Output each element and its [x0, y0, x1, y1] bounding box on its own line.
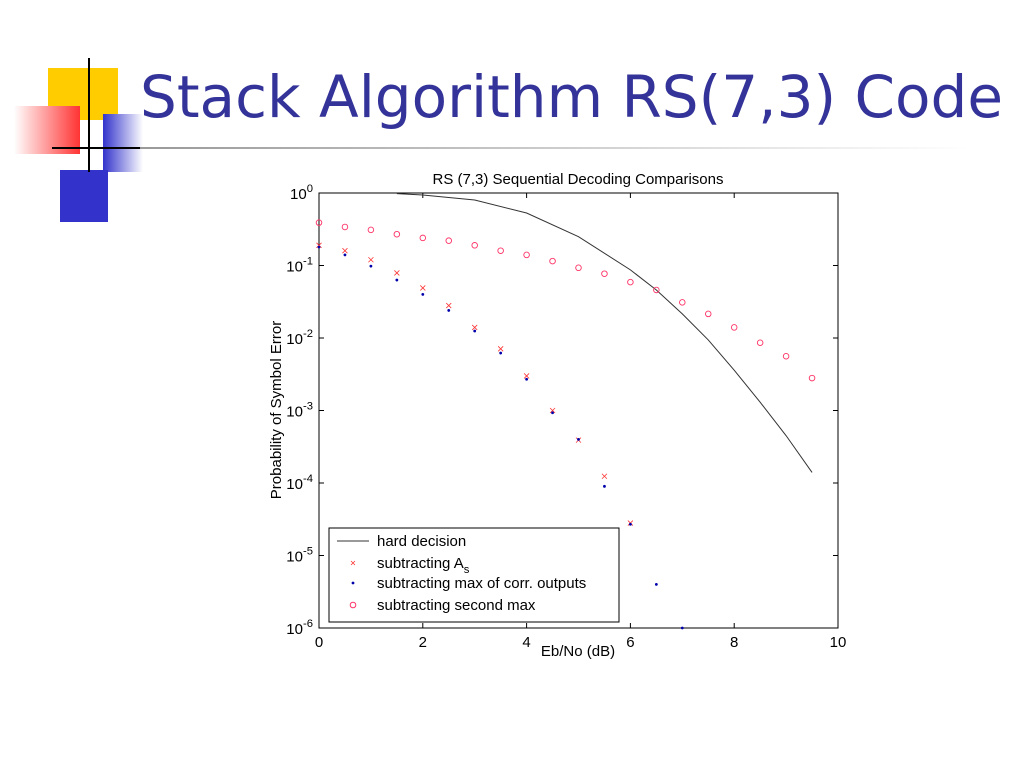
point — [419, 234, 427, 242]
y-tick-label: 10-5 — [286, 546, 313, 566]
legend-swatch — [351, 581, 355, 585]
point — [756, 339, 764, 346]
point — [577, 437, 580, 441]
point — [447, 309, 451, 312]
y-tick-label: 10-6 — [286, 618, 313, 638]
point — [525, 377, 528, 381]
point — [395, 278, 399, 282]
x-tick-label: 8 — [730, 634, 738, 651]
point — [627, 278, 634, 286]
point — [680, 626, 684, 630]
point — [343, 253, 347, 257]
x-tick-label: 10 — [830, 634, 847, 651]
point — [629, 522, 632, 526]
point — [497, 247, 504, 254]
point — [654, 582, 658, 586]
legend-label: hard decision — [377, 533, 466, 550]
point — [497, 346, 504, 352]
legend-label: subtracting max of corr. outputs — [377, 575, 586, 592]
point — [601, 473, 608, 480]
point — [679, 299, 686, 306]
point — [471, 324, 478, 331]
point — [782, 353, 790, 360]
y-tick-label: 10-2 — [286, 328, 313, 348]
point — [549, 407, 556, 414]
point — [317, 245, 321, 249]
point — [316, 242, 322, 249]
legend-swatch — [350, 560, 356, 566]
legend-box — [328, 527, 620, 623]
point — [315, 219, 323, 226]
point — [445, 302, 452, 309]
x-tick-label: 0 — [315, 634, 323, 651]
point — [575, 264, 582, 272]
point — [341, 223, 349, 231]
point — [601, 270, 608, 277]
y-tick-label: 100 — [290, 183, 313, 203]
point — [368, 256, 374, 263]
y-axis-label: Probability of Symbol Error — [268, 321, 285, 499]
y-tick-label: 10-3 — [286, 401, 313, 421]
point — [367, 226, 375, 234]
series-line — [396, 193, 813, 473]
y-tick-label: 10-1 — [286, 256, 313, 276]
x-tick-label: 2 — [419, 634, 427, 651]
slide-title: Stack Algorithm RS(7,3) Code — [140, 63, 1004, 131]
x-axis-label: Eb/No (dB) — [541, 643, 615, 660]
point — [499, 351, 503, 355]
point — [420, 285, 426, 291]
x-tick-label: 6 — [626, 634, 634, 651]
legend-label: subtracting second max — [377, 597, 536, 614]
point — [394, 270, 400, 276]
legend-swatch — [349, 601, 357, 609]
point — [523, 373, 530, 379]
point — [473, 329, 477, 333]
point — [551, 411, 554, 415]
point — [730, 324, 738, 331]
point — [549, 257, 556, 265]
point — [421, 292, 425, 296]
point — [445, 237, 453, 244]
point — [653, 286, 660, 294]
legend-label: subtracting As — [377, 555, 470, 576]
chart-title: RS (7,3) Sequential Decoding Comparisons — [433, 171, 724, 188]
point — [808, 374, 816, 382]
y-tick-label: 10-4 — [286, 473, 313, 493]
point — [369, 264, 373, 268]
point — [523, 251, 530, 259]
x-tick-label: 4 — [522, 634, 530, 651]
point — [342, 247, 348, 254]
point — [705, 310, 712, 318]
point — [471, 242, 478, 249]
point — [603, 484, 606, 488]
point — [393, 230, 401, 238]
